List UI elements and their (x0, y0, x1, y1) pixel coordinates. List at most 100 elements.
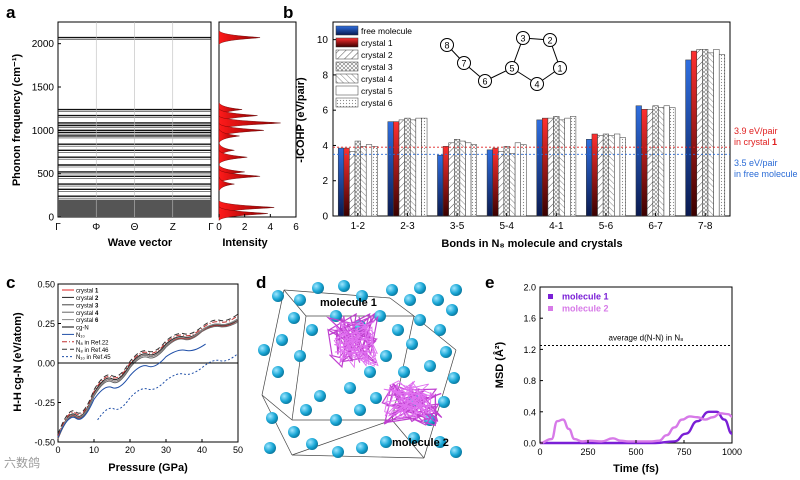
nitrogen-atom (338, 280, 350, 292)
nitrogen-atom (450, 284, 462, 296)
enthalpy-x-tick-label: 40 (197, 445, 207, 455)
nitrogen-atom (258, 344, 270, 356)
nitrogen-atom (266, 412, 278, 424)
icohp-bar (465, 142, 472, 217)
icohp-bar (669, 107, 676, 217)
n8-atom (516, 31, 530, 45)
icohp-legend-label: crystal 4 (361, 74, 393, 84)
msd-series-line (539, 412, 733, 445)
n8-atom-label: 1 (557, 64, 562, 74)
molecule-2-trajectory (383, 380, 436, 420)
icohp-bar (454, 139, 461, 217)
icohp-bar (658, 107, 665, 217)
nitrogen-atom (424, 360, 436, 372)
unit-cell-edge (261, 394, 293, 456)
icohp-bar (437, 154, 444, 217)
icohp-x-tick-label: 3-5 (450, 221, 465, 232)
nitrogen-atom (440, 346, 452, 358)
enthalpy-legend-label: cg-N (76, 326, 89, 332)
icohp-reference-crystal-number: 1 (772, 137, 777, 147)
msd-legend: molecule 1 molecule 2 (548, 292, 609, 314)
dos-peak (218, 128, 240, 144)
enthalpy-legend-label: N₁₀ (76, 333, 85, 339)
icohp-bars (337, 49, 726, 217)
unit-cell-lines (261, 289, 457, 459)
icohp-bar (387, 121, 394, 217)
enthalpy-legend-label: crystal 2 (76, 296, 99, 302)
nitrogen-atoms (258, 280, 462, 458)
nitrogen-atom (356, 290, 368, 302)
icohp-bar (713, 49, 720, 217)
icohp-y-tick-label: 2 (322, 176, 328, 187)
icohp-legend-label: crystal 1 (361, 38, 393, 48)
dos-peak (218, 150, 248, 165)
enthalpy-y-ticks: -0.50 -0.25 0.00 0.25 0.50 (34, 280, 61, 448)
panel-label-c: c (6, 273, 15, 292)
nitrogen-atom (354, 404, 366, 416)
enthalpy-y-tick-label: -0.50 (34, 438, 55, 448)
nitrogen-atom (414, 314, 426, 326)
enthalpy-legend-label: N₈ in Ref.22 (76, 340, 109, 346)
molecule-1-trajectory (333, 321, 379, 369)
icohp-reference-context: in crystal 1 (734, 137, 777, 147)
enthalpy-y-tick-label: 0.00 (37, 359, 55, 369)
icohp-legend-label: crystal 3 (361, 62, 393, 72)
enthalpy-x-tick-label: 50 (233, 445, 243, 455)
enthalpy-legend-label: N₈ in Ref.46 (76, 348, 109, 354)
enthalpy-legend-label: N₁₀ in Ref.45 (76, 355, 111, 361)
enthalpy-y-tick-label: 0.50 (37, 280, 55, 290)
icohp-x-tick-label: 5-4 (499, 221, 514, 232)
icohp-bar (564, 117, 571, 217)
enthalpy-x-tick-label: 0 (55, 445, 60, 455)
phonon-x-tick-label: Φ (92, 222, 100, 233)
icohp-reference-value: 3.9 eV/pair (734, 126, 778, 136)
phonon-x-label: Wave vector (108, 237, 173, 249)
icohp-bar (492, 147, 499, 217)
nitrogen-atom (446, 304, 458, 316)
icohp-bar (586, 139, 593, 217)
icohp-y-tick-label: 8 (322, 70, 328, 81)
icohp-bar (486, 149, 493, 217)
icohp-bar (619, 137, 626, 217)
enthalpy-series-line (57, 343, 206, 438)
n8-atom (478, 74, 492, 88)
icohp-bar (536, 119, 543, 217)
panel-label-e: e (485, 273, 494, 292)
n8-atom (440, 38, 454, 52)
unit-cell-edge (261, 289, 285, 396)
nitrogen-atom (264, 442, 276, 454)
icohp-y-tick-label: 10 (317, 35, 329, 46)
panel-label-a: a (6, 3, 16, 22)
nitrogen-atom (356, 442, 368, 454)
n8-atom (543, 33, 557, 47)
nitrogen-atom (450, 446, 462, 458)
icohp-bar (591, 133, 598, 217)
n8-atom-label: 8 (444, 41, 449, 51)
enthalpy-legend-number: 1 (95, 289, 99, 295)
nitrogen-atom (364, 366, 376, 378)
phonon-x-tick-label: Γ (55, 222, 61, 233)
phonon-dos-peaks (218, 30, 281, 221)
unit-cell-edge (291, 454, 425, 459)
nitrogen-atom (434, 324, 446, 336)
icohp-bar (337, 147, 345, 217)
nitrogen-atom (272, 290, 284, 302)
nitrogen-atom (406, 338, 418, 350)
n8-atom-label: 2 (547, 36, 552, 46)
icohp-bar (602, 133, 609, 217)
icohp-bar (459, 140, 466, 217)
enthalpy-series-line (57, 319, 239, 438)
icohp-y-tick-label: 6 (322, 106, 328, 117)
icohp-bar (398, 119, 405, 217)
icohp-x-tick-label: 6-7 (648, 221, 663, 232)
enthalpy-legend-number: 4 (95, 311, 99, 317)
icohp-bar (365, 144, 373, 217)
icohp-bar (614, 133, 621, 217)
unit-cell-edge (283, 289, 391, 299)
nitrogen-atom (380, 436, 392, 448)
icohp-bar (608, 135, 615, 217)
